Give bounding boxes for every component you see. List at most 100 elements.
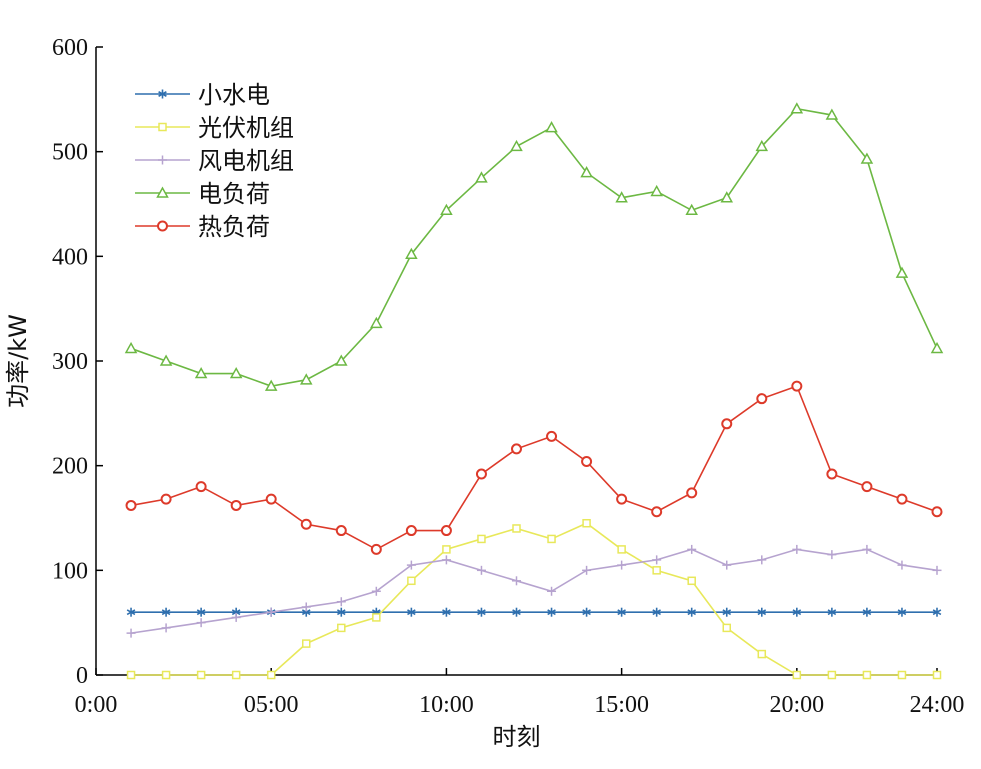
data-point	[545, 121, 558, 133]
data-point	[407, 576, 416, 586]
data-point	[757, 607, 767, 617]
data-point	[722, 560, 732, 570]
data-point	[581, 455, 593, 467]
data-point	[126, 607, 136, 617]
data-point	[302, 639, 311, 648]
legend-item: 电负荷	[135, 180, 270, 208]
data-point	[511, 443, 522, 455]
data-point	[651, 506, 663, 518]
data-point	[721, 418, 733, 430]
y-tick-label: 100	[52, 558, 88, 584]
x-tick-label: 05:00	[244, 692, 299, 718]
data-point	[617, 607, 626, 617]
data-point	[229, 367, 243, 379]
legend-label: 热负荷	[198, 213, 270, 241]
data-point	[687, 576, 696, 586]
data-point	[406, 560, 416, 570]
data-point	[370, 316, 383, 329]
data-point	[407, 607, 416, 617]
data-point	[722, 623, 731, 633]
legend-item: 热负荷	[135, 213, 270, 241]
data-point	[371, 586, 381, 596]
data-point	[755, 139, 769, 152]
data-point	[687, 544, 697, 554]
y-tick-label: 500	[52, 140, 88, 166]
data-point	[650, 184, 663, 197]
data-point	[827, 607, 837, 617]
data-point	[370, 543, 382, 555]
y-tick-label: 0	[76, 663, 88, 689]
legend-marker	[158, 89, 167, 99]
y-tick-label: 600	[52, 35, 88, 61]
data-point	[442, 607, 451, 617]
data-point	[792, 670, 802, 680]
data-point	[161, 623, 171, 633]
data-point	[580, 166, 593, 178]
legend-marker	[158, 122, 167, 132]
data-point	[475, 468, 487, 480]
data-point	[652, 555, 662, 565]
legend-item: 风电机组	[135, 147, 294, 175]
data-point	[757, 555, 767, 565]
data-point	[300, 518, 312, 530]
data-point	[336, 607, 346, 617]
data-point	[582, 607, 591, 617]
legend-marker	[156, 186, 169, 198]
data-point	[932, 670, 942, 680]
data-point	[337, 623, 346, 633]
data-point	[266, 607, 276, 617]
data-point	[160, 493, 172, 505]
data-point	[932, 565, 942, 575]
data-point	[196, 607, 206, 617]
data-point	[791, 380, 803, 392]
data-point	[196, 670, 206, 680]
data-point	[372, 613, 381, 622]
data-point	[895, 266, 909, 278]
data-point	[477, 607, 486, 617]
data-point	[582, 518, 591, 528]
axes: 0 100 200 300 400 500 600 0:00 05:00 10:00 15:00 20…	[52, 35, 964, 718]
data-point	[301, 602, 311, 612]
y-tick-label: 400	[52, 244, 88, 270]
data-point	[932, 607, 942, 617]
series-line	[130, 385, 938, 551]
data-point	[124, 341, 138, 354]
data-point	[477, 534, 486, 544]
data-point	[930, 341, 944, 354]
data-point	[757, 649, 767, 659]
data-point	[616, 493, 628, 505]
series-line	[130, 107, 938, 387]
data-point	[161, 607, 171, 617]
data-point	[159, 354, 173, 366]
data-point	[897, 607, 907, 617]
data-point	[195, 481, 207, 493]
data-point	[685, 203, 698, 216]
x-tick-label: 20:00	[769, 692, 824, 718]
data-point	[442, 545, 451, 554]
data-point	[862, 670, 872, 680]
data-point	[265, 493, 277, 505]
x-axis-title: 时刻	[493, 723, 541, 751]
x-tick-label: 0:00	[75, 692, 118, 718]
series-3	[126, 544, 942, 638]
data-point	[615, 191, 628, 203]
data-point	[827, 670, 837, 680]
data-point	[161, 670, 171, 680]
data-point	[336, 597, 346, 607]
data-point	[194, 367, 208, 379]
data-point	[792, 544, 802, 554]
data-point	[896, 493, 908, 505]
data-point	[512, 607, 521, 617]
data-point	[547, 534, 556, 544]
legend-label: 风电机组	[198, 147, 294, 175]
data-point	[231, 612, 241, 622]
data-point	[862, 607, 872, 617]
data-point	[652, 566, 661, 575]
data-point	[441, 555, 451, 565]
data-point	[475, 171, 488, 183]
data-point	[860, 152, 874, 164]
y-tick-label: 300	[52, 349, 88, 375]
legend-item: 小水电	[135, 81, 270, 109]
y-axis-title: 功率/kW	[4, 314, 32, 408]
